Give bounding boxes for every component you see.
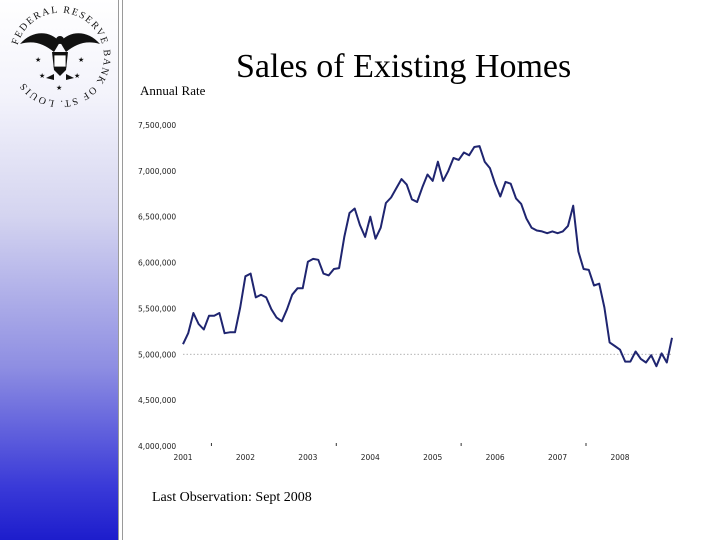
x-tick-label: 2006	[486, 453, 505, 462]
x-tick-label: 2004	[361, 453, 380, 462]
svg-text:★: ★	[78, 56, 84, 64]
chart-title: Sales of Existing Homes	[236, 48, 572, 85]
svg-text:★: ★	[35, 56, 41, 64]
y-tick-label: 4,500,000	[138, 396, 176, 405]
y-tick-label: 7,000,000	[138, 167, 176, 176]
svg-text:★: ★	[56, 84, 62, 92]
side-divider-inner	[122, 0, 123, 540]
y-tick-label: 5,500,000	[138, 304, 176, 313]
svg-text:★: ★	[74, 72, 80, 80]
x-tick-label: 2003	[298, 453, 317, 462]
svg-text:★: ★	[39, 72, 45, 80]
y-tick-label: 5,000,000	[138, 350, 176, 359]
side-gradient-band	[0, 0, 118, 540]
y-tick-label: 4,000,000	[138, 442, 176, 451]
series-line	[182, 145, 673, 368]
y-tick-label: 6,500,000	[138, 213, 176, 222]
x-tick-label: 2007	[548, 453, 567, 462]
side-divider	[118, 0, 119, 540]
x-tick-label: 2002	[236, 453, 255, 462]
x-tick-label: 2001	[173, 453, 192, 462]
last-observation-note: Last Observation: Sept 2008	[152, 490, 312, 505]
x-tick-label: 2005	[423, 453, 442, 462]
y-axis-caption: Annual Rate	[140, 83, 206, 98]
x-tick-label: 2008	[610, 453, 629, 462]
y-tick-label: 6,000,000	[138, 259, 176, 268]
eagle-seal-icon: FEDERAL RESERVE BANK OF ST. LOUIS ★ ★ ★ ★ …	[10, 5, 111, 109]
y-tick-label: 7,500,000	[138, 121, 176, 130]
